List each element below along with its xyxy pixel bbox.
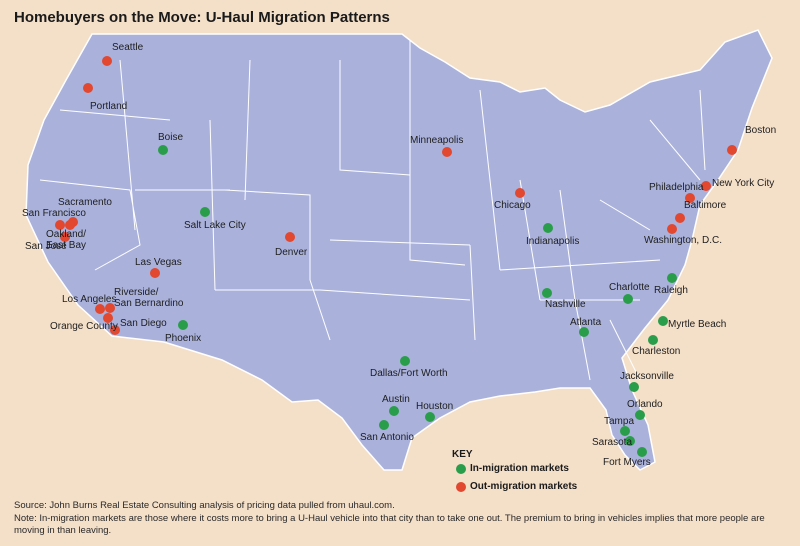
city-label: Phoenix: [165, 333, 202, 344]
city-label: San Jose: [25, 241, 67, 252]
city-label: Sarasota: [592, 437, 633, 448]
city-label: Salt Lake City: [184, 220, 246, 231]
city-marker: [178, 320, 188, 330]
city-marker: [667, 273, 677, 283]
city-label: Jacksonville: [620, 371, 674, 382]
city-label: Myrtle Beach: [668, 319, 727, 330]
city-marker: [648, 335, 658, 345]
city-marker: [579, 327, 589, 337]
city-marker: [110, 325, 120, 335]
city-label: Washington, D.C.: [644, 235, 722, 246]
city-label: Portland: [90, 101, 128, 112]
legend-label: Out-migration markets: [470, 481, 578, 492]
city-label: San Francisco: [22, 208, 86, 219]
city-marker: [379, 420, 389, 430]
city-label: Las Vegas: [135, 257, 182, 268]
city-marker: [102, 56, 112, 66]
state-lines: [39, 40, 706, 381]
city-label: Seattle: [112, 42, 144, 53]
city-label: San Diego: [120, 318, 167, 329]
city-label: Baltimore: [684, 200, 727, 211]
city-label: Indianapolis: [526, 236, 580, 247]
city-label: Austin: [382, 394, 410, 405]
city-label: San Antonio: [360, 432, 414, 443]
city-marker: [635, 410, 645, 420]
city-marker: [55, 220, 65, 230]
city-marker: [158, 145, 168, 155]
city-label: Nashville: [545, 299, 586, 310]
city-marker: [629, 382, 639, 392]
city-marker: [83, 83, 93, 93]
city-marker: [389, 406, 399, 416]
city-marker: [675, 213, 685, 223]
city-label: Raleigh: [654, 285, 688, 296]
city-marker: [701, 181, 711, 191]
city-label: Orange County: [50, 321, 118, 332]
legend-label: In-migration markets: [470, 463, 569, 474]
city-label: Los Angeles: [62, 294, 117, 305]
city-marker: [150, 268, 160, 278]
city-marker: [65, 220, 75, 230]
city-label: Denver: [275, 247, 308, 258]
city-label: Sacramento: [58, 197, 112, 208]
city-marker: [685, 193, 695, 203]
city-marker: [103, 313, 113, 323]
city-marker: [658, 316, 668, 326]
city-marker: [542, 288, 552, 298]
city-marker: [667, 224, 677, 234]
city-label: Boise: [158, 132, 184, 143]
city-marker: [727, 145, 737, 155]
city-label: Riverside/ San Bernardino: [114, 287, 184, 309]
city-label: Oakland/ East Bay: [46, 229, 87, 251]
city-marker: [623, 294, 633, 304]
city-marker: [442, 147, 452, 157]
source: Source: John Burns Real Estate Consultin…: [14, 500, 395, 511]
note: Note: In-migration markets are those whe…: [14, 513, 765, 536]
city-marker: [625, 436, 635, 446]
city-label: Tampa: [604, 416, 635, 427]
city-marker: [637, 447, 647, 457]
city-label: Minneapolis: [410, 135, 464, 146]
city-label: Charlotte: [609, 282, 650, 293]
city-label: Orlando: [627, 399, 663, 410]
us-outline: [25, 29, 773, 471]
city-marker: [95, 304, 105, 314]
city-marker: [543, 223, 553, 233]
title: Homebuyers on the Move: U-Haul Migration…: [14, 9, 390, 26]
city-marker: [60, 232, 70, 242]
city-label: Fort Myers: [603, 457, 651, 468]
city-label: Houston: [416, 401, 454, 412]
city-label: Chicago: [494, 200, 531, 211]
city-marker: [105, 303, 115, 313]
city-label: Atlanta: [570, 317, 602, 328]
city-marker: [425, 412, 435, 422]
city-label: Boston: [745, 125, 777, 136]
key-title: KEY: [452, 449, 473, 460]
city-marker: [620, 426, 630, 436]
city-marker: [200, 207, 210, 217]
city-label: Charleston: [632, 346, 681, 357]
legend-marker: [456, 464, 466, 474]
city-marker: [515, 188, 525, 198]
city-marker: [285, 232, 295, 242]
city-label: Philadelphia: [649, 182, 704, 193]
city-label: Dallas/Fort Worth: [370, 368, 448, 379]
city-label: New York City: [712, 178, 775, 189]
city-marker: [400, 356, 410, 366]
legend-marker: [456, 482, 466, 492]
